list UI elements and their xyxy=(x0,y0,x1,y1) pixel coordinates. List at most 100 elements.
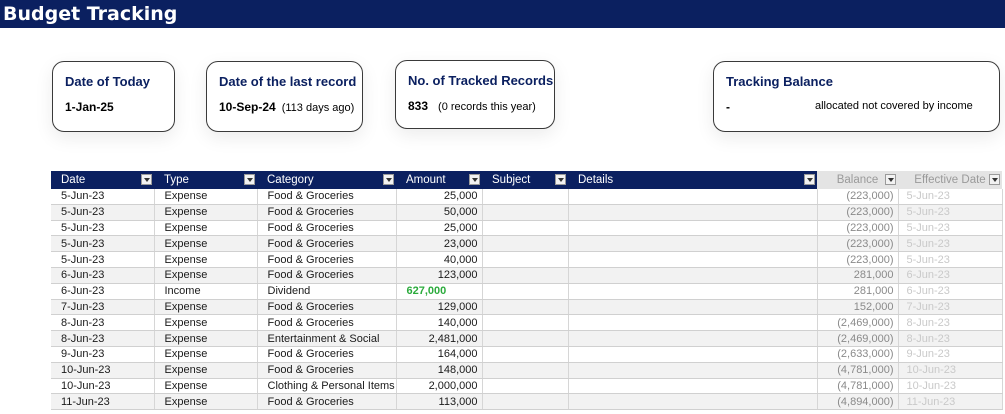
cell-balance[interactable]: 281,000 xyxy=(817,283,899,300)
cell-effective-date[interactable]: 10-Jun-23 xyxy=(898,362,1003,379)
cell-details[interactable] xyxy=(568,251,818,268)
cell-balance[interactable]: (4,894,000) xyxy=(817,393,899,411)
cell-effective-date[interactable]: 5-Jun-23 xyxy=(898,189,1003,205)
cell-date[interactable]: 5-Jun-23 xyxy=(51,204,155,221)
cell-category[interactable]: Food & Groceries xyxy=(257,204,397,221)
table-row[interactable]: 5-Jun-23 Expense Food & Groceries 23,000 (22… xyxy=(51,235,1003,253)
cell-balance[interactable]: (2,469,000) xyxy=(817,314,899,332)
cell-category[interactable]: Food & Groceries xyxy=(257,362,397,379)
table-row[interactable]: 7-Jun-23 Expense Food & Groceries 129,000 15… xyxy=(51,299,1003,316)
table-row[interactable]: 10-Jun-23 Expense Food & Groceries 148,000(… xyxy=(51,362,1003,379)
chevron-down-icon[interactable] xyxy=(989,174,1000,185)
header-category[interactable]: Category xyxy=(257,171,396,189)
table-row[interactable]: 5-Jun-23 Expense Food & Groceries 25,000 (22… xyxy=(51,220,1003,237)
cell-amount[interactable]: 2,481,000 xyxy=(396,330,483,347)
cell-amount[interactable]: 113,000 xyxy=(396,393,483,411)
table-row[interactable]: 8-Jun-23 Expense Food & Groceries 140,000 (2… xyxy=(51,314,1003,332)
header-balance[interactable]: Balance xyxy=(817,171,898,189)
cell-subject[interactable] xyxy=(482,220,569,237)
cell-balance[interactable]: (223,000) xyxy=(817,251,899,268)
cell-amount[interactable]: 25,000 xyxy=(396,189,483,205)
cell-type[interactable]: Expense xyxy=(154,346,258,363)
cell-balance[interactable]: 281,000 xyxy=(817,267,899,284)
cell-balance[interactable]: (4,781,000) xyxy=(817,378,899,395)
cell-category[interactable]: Clothing & Personal Items xyxy=(257,378,397,395)
cell-details[interactable] xyxy=(568,189,818,205)
cell-details[interactable] xyxy=(568,267,818,284)
cell-balance[interactable]: (223,000) xyxy=(817,235,899,253)
table-row[interactable]: 5-Jun-23 Expense Food & Groceries 25,000 (22… xyxy=(51,189,1003,205)
cell-subject[interactable] xyxy=(482,299,569,316)
cell-amount[interactable]: 140,000 xyxy=(396,314,483,332)
cell-subject[interactable] xyxy=(482,283,569,300)
cell-amount[interactable]: 50,000 xyxy=(396,204,483,221)
cell-balance[interactable]: (223,000) xyxy=(817,220,899,237)
cell-balance[interactable]: (2,469,000) xyxy=(817,330,899,347)
cell-category[interactable]: Food & Groceries xyxy=(257,393,397,411)
cell-details[interactable] xyxy=(568,393,818,411)
cell-date[interactable]: 5-Jun-23 xyxy=(51,251,155,268)
cell-type[interactable]: Expense xyxy=(154,393,258,411)
cell-type[interactable]: Expense xyxy=(154,220,258,237)
cell-balance[interactable]: (4,781,000) xyxy=(817,362,899,379)
cell-effective-date[interactable]: 5-Jun-23 xyxy=(898,235,1003,253)
cell-amount[interactable]: 23,000 xyxy=(396,235,483,253)
cell-subject[interactable] xyxy=(482,393,569,411)
cell-subject[interactable] xyxy=(482,267,569,284)
cell-subject[interactable] xyxy=(482,346,569,363)
cell-type[interactable]: Expense xyxy=(154,362,258,379)
cell-type[interactable]: Income xyxy=(154,283,258,300)
cell-date[interactable]: 5-Jun-23 xyxy=(51,189,155,205)
cell-category[interactable]: Food & Groceries xyxy=(257,189,397,205)
cell-details[interactable] xyxy=(568,283,818,300)
cell-balance[interactable]: (223,000) xyxy=(817,204,899,221)
table-row[interactable]: 11-Jun-23 Expense Food & Groceries 113,000 (… xyxy=(51,393,1003,411)
header-effective-date[interactable]: Effective Date xyxy=(898,171,1002,189)
cell-balance[interactable]: (2,633,000) xyxy=(817,346,899,363)
cell-amount[interactable]: 164,000 xyxy=(396,346,483,363)
cell-details[interactable] xyxy=(568,314,818,332)
cell-category[interactable]: Food & Groceries xyxy=(257,314,397,332)
cell-date[interactable]: 11-Jun-23 xyxy=(51,393,155,411)
cell-date[interactable]: 9-Jun-23 xyxy=(51,346,155,363)
table-row[interactable]: 9-Jun-23 Expense Food & Groceries 164,000 (2… xyxy=(51,346,1003,363)
cell-date[interactable]: 6-Jun-23 xyxy=(51,267,155,284)
cell-details[interactable] xyxy=(568,220,818,237)
cell-type[interactable]: Expense xyxy=(154,189,258,205)
cell-effective-date[interactable]: 9-Jun-23 xyxy=(898,346,1003,363)
cell-date[interactable]: 5-Jun-23 xyxy=(51,220,155,237)
cell-subject[interactable] xyxy=(482,251,569,268)
cell-details[interactable] xyxy=(568,362,818,379)
cell-type[interactable]: Expense xyxy=(154,251,258,268)
cell-category[interactable]: Food & Groceries xyxy=(257,346,397,363)
chevron-down-icon[interactable] xyxy=(244,174,255,185)
cell-category[interactable]: Entertainment & Social xyxy=(257,330,397,347)
header-type[interactable]: Type xyxy=(154,171,257,189)
cell-details[interactable] xyxy=(568,204,818,221)
cell-amount[interactable]: 25,000 xyxy=(396,220,483,237)
chevron-down-icon[interactable] xyxy=(555,174,566,185)
chevron-down-icon[interactable] xyxy=(804,174,815,185)
cell-balance[interactable]: (223,000) xyxy=(817,189,899,205)
cell-subject[interactable] xyxy=(482,204,569,221)
chevron-down-icon[interactable] xyxy=(383,174,394,185)
cell-date[interactable]: 6-Jun-23 xyxy=(51,283,155,300)
cell-category[interactable]: Food & Groceries xyxy=(257,251,397,268)
cell-subject[interactable] xyxy=(482,330,569,347)
cell-amount[interactable]: 129,000 xyxy=(396,299,483,316)
cell-type[interactable]: Expense xyxy=(154,204,258,221)
cell-effective-date[interactable]: 5-Jun-23 xyxy=(898,220,1003,237)
cell-effective-date[interactable]: 6-Jun-23 xyxy=(898,267,1003,284)
cell-effective-date[interactable]: 8-Jun-23 xyxy=(898,314,1003,332)
cell-type[interactable]: Expense xyxy=(154,378,258,395)
cell-details[interactable] xyxy=(568,378,818,395)
chevron-down-icon[interactable] xyxy=(141,174,152,185)
cell-type[interactable]: Expense xyxy=(154,267,258,284)
cell-details[interactable] xyxy=(568,299,818,316)
cell-subject[interactable] xyxy=(482,235,569,253)
cell-type[interactable]: Expense xyxy=(154,299,258,316)
cell-details[interactable] xyxy=(568,330,818,347)
header-subject[interactable]: Subject xyxy=(482,171,568,189)
table-row[interactable]: 5-Jun-23 Expense Food & Groceries 50,000 (22… xyxy=(51,204,1003,221)
header-date[interactable]: Date xyxy=(51,171,154,189)
